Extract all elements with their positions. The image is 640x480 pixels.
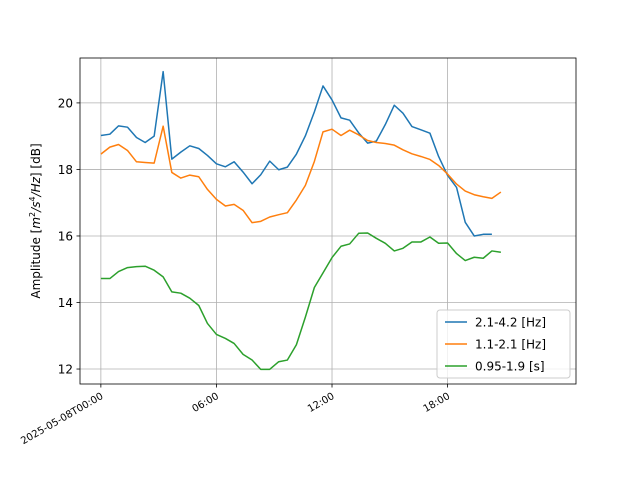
legend-label-1: 1.1-2.1 [Hz]	[475, 338, 546, 352]
legend: 2.1-4.2 [Hz] 1.1-2.1 [Hz] 0.95-1.9 [s]	[436, 309, 571, 379]
y-axis-label: Amplitude [m2/s4/Hz] [dB]	[28, 143, 43, 298]
y-axis-label-hz: /Hz	[29, 176, 43, 197]
series-line-0	[100, 70, 492, 237]
legend-box	[436, 309, 571, 379]
y-tick-label: 18	[58, 163, 73, 177]
series-line-2	[100, 232, 501, 371]
legend-label-2: 0.95-1.9 [s]	[475, 360, 545, 374]
y-axis-label-m: m	[29, 217, 43, 229]
series-lines	[100, 70, 502, 371]
legend-label-0: 2.1-4.2 [Hz]	[475, 316, 546, 330]
y-tick-label: 16	[58, 229, 73, 243]
y-axis-label-exp-2: 2	[28, 212, 37, 217]
y-axis-label-prefix: Amplitude [	[29, 229, 43, 299]
grid	[80, 58, 576, 384]
y-tick-label: 12	[58, 363, 73, 377]
y-axis: 12 14 16 18 20	[58, 96, 80, 377]
series-line-1	[100, 125, 502, 224]
y-axis-label-exp-4: 4	[28, 196, 37, 201]
plot-frame	[79, 57, 577, 385]
y-axis-label-suffix: ] [dB]	[29, 143, 43, 177]
y-tick-label: 14	[58, 296, 73, 310]
y-axis-label-s: /s	[29, 202, 43, 213]
y-tick-label: 20	[58, 96, 73, 110]
